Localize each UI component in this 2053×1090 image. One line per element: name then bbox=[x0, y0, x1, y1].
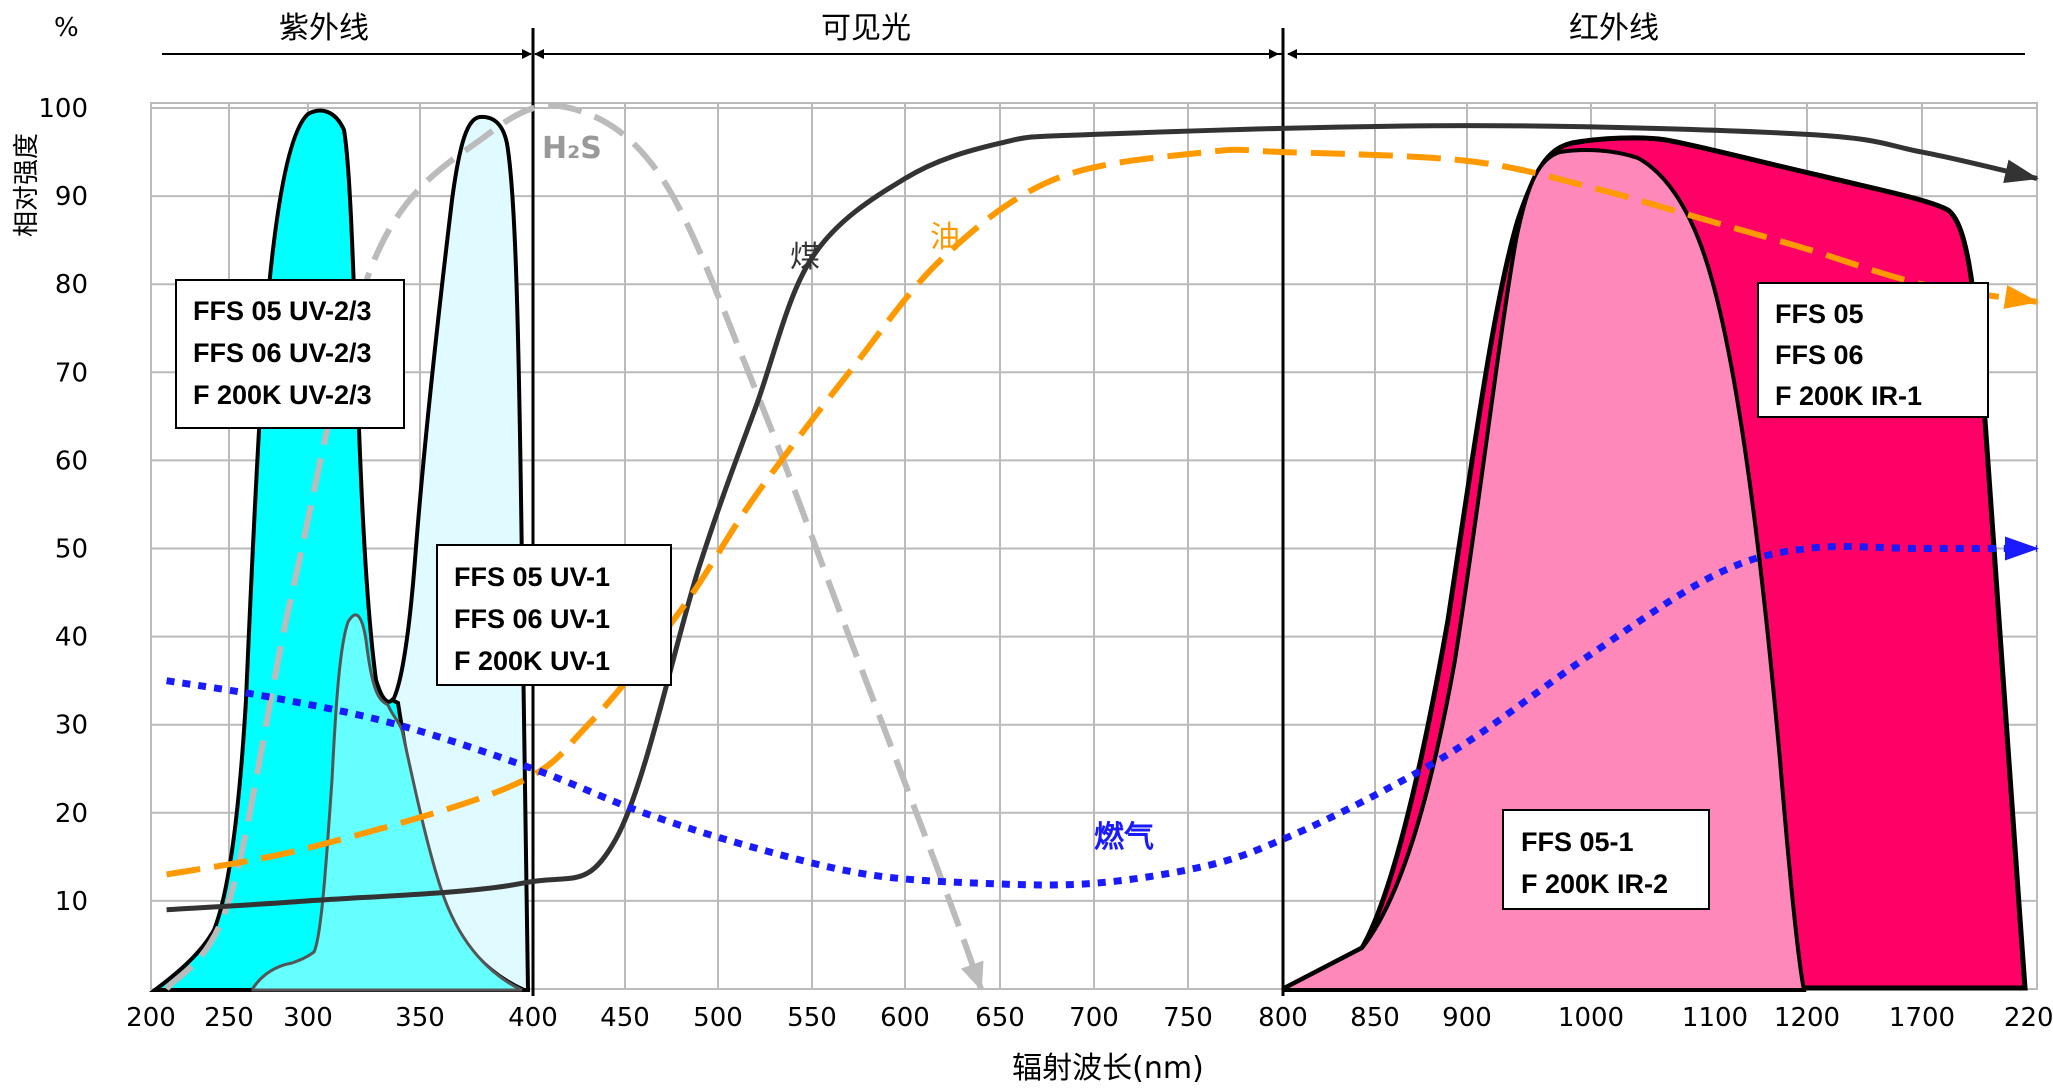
y-tick-label: 90 bbox=[55, 182, 88, 212]
y-tick-label: 60 bbox=[55, 446, 88, 476]
y-tick-label: 30 bbox=[55, 711, 88, 741]
svg-text:FFS 05-1: FFS 05-1 bbox=[1521, 827, 1634, 857]
x-tick-label: 1100 bbox=[1682, 1003, 1748, 1033]
x-tick-label: 200 bbox=[126, 1003, 176, 1033]
curve-h2s bbox=[164, 102, 984, 991]
filter-area-uv23-overlap bbox=[251, 613, 523, 992]
x-tick-label: 750 bbox=[1163, 1003, 1213, 1033]
x-tick-label: 700 bbox=[1069, 1003, 1119, 1033]
legend-box-uv23: FFS 05 UV-2/3 FFS 06 UV-2/3 F 200K UV-2/… bbox=[175, 279, 405, 429]
svg-text:F 200K UV-1: F 200K UV-1 bbox=[454, 646, 610, 676]
x-tick-label: 2200 bbox=[2004, 1003, 2053, 1033]
region-label-visible: 可见光 bbox=[821, 11, 911, 46]
x-tick-label: 600 bbox=[880, 1003, 930, 1033]
svg-text:F 200K UV-2/3: F 200K UV-2/3 bbox=[193, 380, 372, 410]
y-tick-label: 10 bbox=[55, 887, 88, 917]
legend-box-uv1: FFS 05 UV-1 FFS 06 UV-1 F 200K UV-1 bbox=[436, 544, 672, 686]
legend-box-ir2: FFS 05-1 F 200K IR-2 bbox=[1502, 809, 1710, 910]
x-tick-label: 450 bbox=[600, 1003, 650, 1033]
x-tick-label: 650 bbox=[975, 1003, 1025, 1033]
curve-oil bbox=[166, 146, 2039, 878]
svg-text:FFS 05 UV-2/3: FFS 05 UV-2/3 bbox=[193, 296, 372, 326]
svg-text:FFS 06 UV-1: FFS 06 UV-1 bbox=[454, 604, 610, 634]
x-tick-label: 300 bbox=[283, 1003, 333, 1033]
svg-text:FFS 05 UV-1: FFS 05 UV-1 bbox=[454, 562, 610, 592]
x-tick-label: 500 bbox=[693, 1003, 743, 1033]
region-label-ir: 红外线 bbox=[1569, 11, 1659, 46]
x-tick-label: 1200 bbox=[1774, 1003, 1840, 1033]
curve-gas bbox=[166, 536, 2039, 889]
region-header: 紫外线 可见光 红外线 bbox=[162, 11, 2025, 996]
x-tick-label: 1000 bbox=[1558, 1003, 1624, 1033]
x-axis-title: 辐射波长(nm) bbox=[1012, 1051, 1204, 1086]
y-tick-label: 100 bbox=[38, 94, 88, 124]
curve-coal bbox=[166, 123, 2039, 913]
y-tick-label: 50 bbox=[55, 535, 88, 565]
filter-area-ir2 bbox=[1283, 148, 1807, 992]
x-tick-label: 400 bbox=[508, 1003, 558, 1033]
curve-label-gas: 燃气 bbox=[1094, 820, 1154, 855]
curve-label-h2s: H₂S bbox=[542, 131, 602, 166]
y-tick-label: 20 bbox=[55, 799, 88, 829]
curve-label-coal: 煤 bbox=[790, 240, 820, 275]
svg-text:FFS 05: FFS 05 bbox=[1775, 299, 1864, 329]
x-tick-label: 350 bbox=[395, 1003, 445, 1033]
y-axis-ticks: 10 20 30 40 50 60 70 80 90 100 bbox=[38, 94, 88, 917]
svg-text:FFS 06 UV-2/3: FFS 06 UV-2/3 bbox=[193, 338, 372, 368]
x-tick-label: 250 bbox=[204, 1003, 254, 1033]
x-tick-label: 550 bbox=[787, 1003, 837, 1033]
svg-text:F 200K IR-1: F 200K IR-1 bbox=[1775, 381, 1922, 411]
region-label-uv: 紫外线 bbox=[279, 11, 369, 46]
x-axis-ticks: 200 250 300 350 400 450 500 550 600 650 700 750 800 8… bbox=[126, 1003, 2053, 1033]
svg-text:F 200K IR-2: F 200K IR-2 bbox=[1521, 869, 1668, 899]
y-unit: % bbox=[54, 13, 79, 43]
x-tick-label: 850 bbox=[1350, 1003, 1400, 1033]
x-tick-label: 800 bbox=[1258, 1003, 1308, 1033]
y-tick-label: 80 bbox=[55, 270, 88, 300]
y-axis-title: 相对强度 bbox=[12, 133, 42, 237]
svg-text:FFS 06: FFS 06 bbox=[1775, 340, 1864, 370]
y-tick-label: 70 bbox=[55, 358, 88, 388]
emission-curves bbox=[164, 102, 2039, 991]
x-tick-label: 900 bbox=[1442, 1003, 1492, 1033]
curve-label-oil: 油 bbox=[930, 220, 960, 255]
x-tick-label: 1700 bbox=[1889, 1003, 1955, 1033]
y-tick-label: 40 bbox=[55, 623, 88, 653]
legend-box-ir1: FFS 05 FFS 06 F 200K IR-1 bbox=[1757, 282, 1989, 418]
